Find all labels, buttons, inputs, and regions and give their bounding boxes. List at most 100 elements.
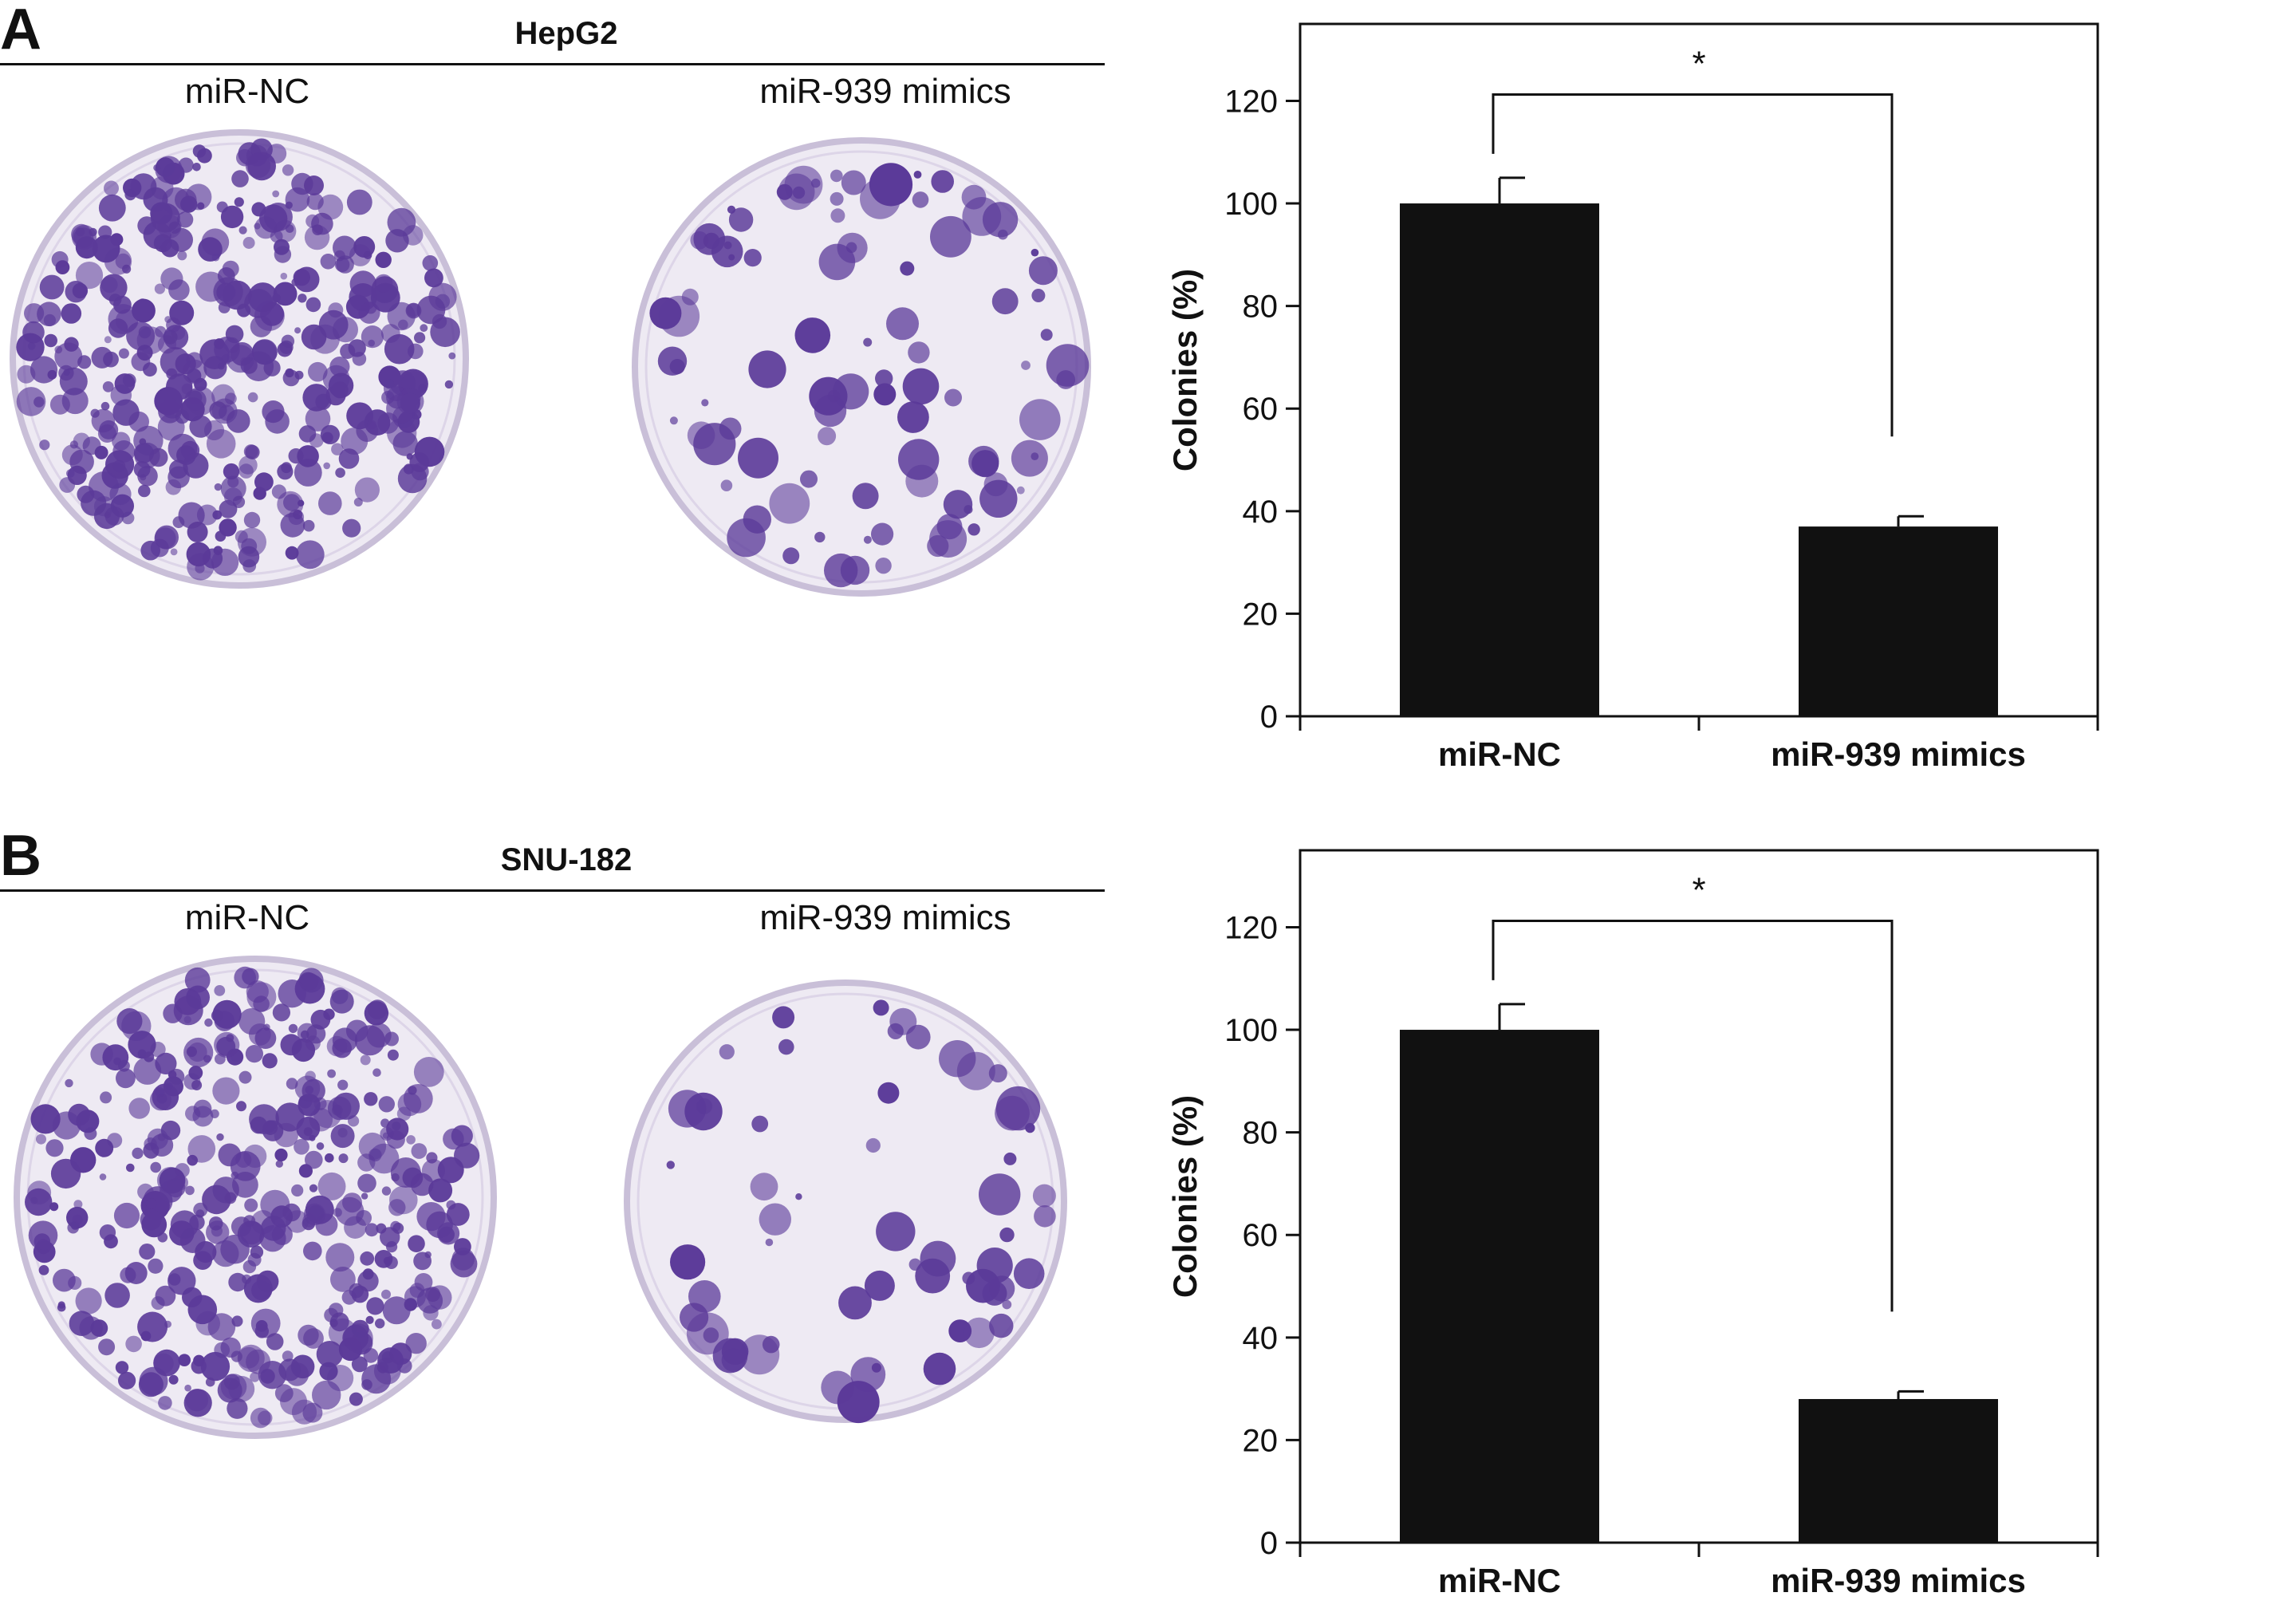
- colony: [380, 1118, 390, 1128]
- colony: [1011, 440, 1048, 477]
- colony: [112, 432, 131, 451]
- colony: [178, 1354, 191, 1366]
- colony: [227, 1397, 248, 1419]
- colony: [342, 518, 361, 538]
- colony: [246, 980, 269, 1003]
- colony: [398, 319, 408, 330]
- colony: [346, 189, 372, 215]
- colony: [147, 1128, 168, 1149]
- colony: [285, 1362, 309, 1386]
- y-tick-label: 20: [1243, 597, 1279, 632]
- colony: [245, 152, 271, 179]
- colony: [201, 228, 230, 256]
- colony: [209, 401, 227, 420]
- colony: [93, 496, 115, 517]
- colony: [297, 445, 319, 467]
- colony: [824, 553, 858, 588]
- colony: [130, 173, 157, 200]
- colony: [782, 547, 800, 565]
- colony: [150, 203, 180, 233]
- category-label: miR-939 mimics: [1771, 1562, 2026, 1599]
- colony: [238, 455, 258, 475]
- colony: [280, 1034, 302, 1056]
- colony: [132, 1147, 144, 1159]
- colony: [358, 302, 380, 324]
- colony: [227, 476, 239, 488]
- colony: [368, 1143, 400, 1174]
- colony: [118, 348, 129, 359]
- colony: [361, 325, 384, 349]
- colony: [36, 1133, 46, 1145]
- colony: [184, 967, 211, 993]
- colony: [128, 1098, 150, 1119]
- panel-letter: B: [0, 824, 41, 888]
- colony: [230, 342, 254, 366]
- y-tick-label: 40: [1243, 1321, 1279, 1356]
- colony: [291, 1399, 317, 1425]
- colony: [90, 408, 100, 418]
- colony: [397, 1358, 412, 1374]
- colony: [250, 1245, 264, 1259]
- significance-bracket: [1492, 93, 1894, 437]
- colony: [97, 424, 116, 443]
- colony: [303, 1203, 326, 1226]
- colony: [312, 1380, 341, 1410]
- colony: [300, 1030, 309, 1039]
- colony: [668, 1090, 707, 1128]
- colony: [245, 1045, 263, 1063]
- colony: [1002, 1299, 1012, 1310]
- colony: [274, 246, 292, 263]
- colony: [321, 432, 333, 443]
- colony: [155, 1087, 165, 1098]
- colony: [184, 1384, 191, 1392]
- colony: [316, 1341, 343, 1368]
- colony: [150, 1042, 166, 1058]
- colony: [165, 479, 182, 495]
- colony: [231, 170, 249, 187]
- colony: [118, 1371, 136, 1389]
- colony: [109, 483, 132, 506]
- colony: [305, 406, 331, 432]
- colony: [125, 1335, 142, 1353]
- colony: [53, 1268, 76, 1292]
- colony: [411, 1143, 428, 1159]
- colony: [280, 272, 288, 280]
- colony: [262, 1120, 284, 1141]
- colony: [324, 1307, 339, 1322]
- colony: [228, 1376, 255, 1402]
- colony: [133, 1057, 162, 1085]
- colony: [1028, 256, 1058, 286]
- panel-b: B SNU-182 miR-NC miR-939 mimics 0 20 40 60 8…: [0, 824, 2274, 1624]
- colony: [400, 392, 420, 414]
- colony-dish-image-control: [12, 954, 499, 1445]
- y-tick-label: 120: [1224, 910, 1278, 945]
- colony: [236, 1101, 246, 1112]
- colony: [69, 449, 94, 475]
- colony: [282, 369, 300, 387]
- colony: [28, 1220, 58, 1250]
- colony: [165, 1082, 173, 1090]
- colony: [420, 324, 428, 333]
- colony: [107, 1133, 123, 1149]
- colony: [309, 1184, 318, 1192]
- colony: [223, 463, 240, 480]
- colony: [814, 394, 847, 428]
- colony: [294, 327, 301, 334]
- colony: [666, 1161, 675, 1169]
- colony: [33, 396, 45, 408]
- colony: [139, 1244, 156, 1260]
- colony: [275, 1160, 283, 1168]
- colony: [272, 190, 280, 198]
- colony: [110, 384, 132, 406]
- colony: [830, 191, 844, 206]
- colony: [329, 989, 354, 1014]
- colony: [448, 352, 456, 360]
- y-tick-label: 0: [1260, 700, 1278, 735]
- colony: [964, 505, 973, 514]
- y-tick-label: 100: [1224, 187, 1278, 222]
- colony: [282, 1350, 294, 1362]
- bar: [1799, 1398, 1998, 1543]
- colony: [936, 514, 963, 540]
- colony: [430, 317, 460, 348]
- colony: [424, 268, 443, 288]
